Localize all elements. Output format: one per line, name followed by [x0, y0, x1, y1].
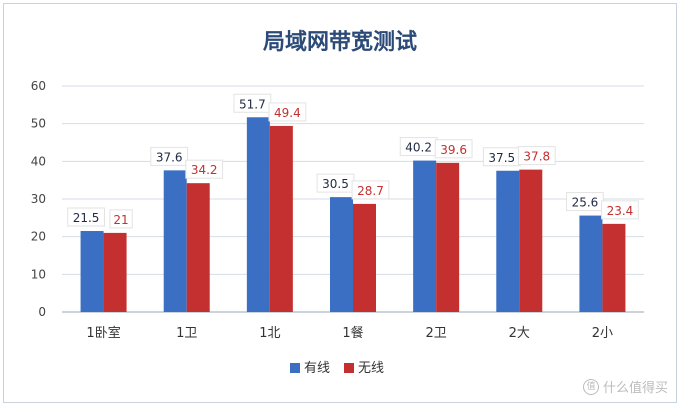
y-tick-label: 0 [38, 305, 46, 319]
data-label: 37.5 [488, 151, 515, 165]
bar-wired [413, 160, 437, 312]
watermark-text: 什么值得买 [602, 381, 668, 396]
data-label-box [109, 209, 133, 229]
legend[interactable]: 有线 无线 [290, 361, 384, 376]
data-label-box [517, 146, 556, 166]
bar-wireless [269, 125, 293, 312]
x-axis: 1卧室 1卫 1北 1餐 2卫 2大 2小 [86, 325, 613, 341]
data-label: 25.6 [572, 196, 599, 210]
data-label-box [150, 146, 189, 166]
y-tick-label: 30 [31, 192, 46, 206]
data-label-box [268, 102, 307, 122]
bar-wired [163, 170, 187, 312]
x-tick-label: 2大 [509, 326, 530, 341]
data-label: 37.8 [523, 150, 550, 164]
legend-label[interactable]: 有线 [304, 361, 330, 376]
y-tick-label: 10 [31, 267, 46, 281]
y-tick-label: 50 [31, 117, 46, 131]
bar-wired [330, 197, 353, 312]
y-tick-label: 60 [31, 79, 46, 93]
x-tick-label: 1卧室 [86, 325, 120, 341]
data-label-box [185, 159, 224, 179]
bar-wired [579, 215, 603, 312]
bars [80, 117, 626, 312]
chart-frame: 局域网带宽测试 0 10 20 30 40 50 60 21.5 21 37.6 34.2 51.7… [3, 3, 677, 403]
bar-wireless [519, 169, 543, 312]
y-tick-label: 40 [31, 154, 46, 168]
data-label: 34.2 [191, 163, 218, 177]
x-tick-label: 1北 [259, 326, 280, 341]
data-label-box [351, 180, 390, 200]
bar-wireless [353, 203, 376, 312]
legend-swatch [344, 363, 354, 373]
bar-wireless [186, 183, 210, 312]
bar-wireless [103, 232, 127, 312]
data-label: 51.7 [239, 97, 266, 111]
site-watermark: 值 什么值得买 [582, 377, 668, 396]
data-label-box [434, 139, 473, 159]
x-tick-label: 1卫 [176, 326, 197, 341]
x-tick-label: 2卫 [426, 326, 447, 341]
data-label: 28.7 [357, 184, 384, 198]
data-label-box [67, 207, 105, 227]
data-label: 40.2 [405, 141, 432, 155]
bar-wired [496, 170, 520, 312]
y-tick-label: 20 [31, 230, 46, 244]
data-label: 21.5 [73, 211, 100, 225]
data-label: 49.4 [274, 106, 301, 120]
legend-label[interactable]: 无线 [358, 361, 384, 376]
data-label: 30.5 [322, 177, 349, 191]
bar-chart: 局域网带宽测试 0 10 20 30 40 50 60 21.5 21 37.6 34.2 51.7… [31, 29, 644, 376]
x-tick-label: 2小 [592, 326, 613, 341]
watermark-logo-icon: 值 [582, 378, 599, 395]
bar-wired [80, 231, 104, 312]
data-label: 37.6 [156, 150, 183, 164]
chart-title: 局域网带宽测试 [263, 29, 417, 55]
legend-swatch [290, 363, 300, 373]
bar-wireless [436, 162, 460, 312]
y-axis: 0 10 20 30 40 50 60 [31, 79, 46, 319]
data-label: 39.6 [440, 143, 467, 157]
data-label-box [601, 200, 639, 220]
x-tick-label: 1餐 [342, 325, 363, 341]
data-label: 21 [113, 213, 128, 227]
bar-wireless [602, 223, 626, 312]
data-labels: 21.5 21 37.6 34.2 51.7 49.4 30.5 28.7 40.2 39.6 37… [67, 93, 639, 229]
data-label: 23.4 [607, 204, 634, 218]
bar-wired [246, 117, 270, 312]
